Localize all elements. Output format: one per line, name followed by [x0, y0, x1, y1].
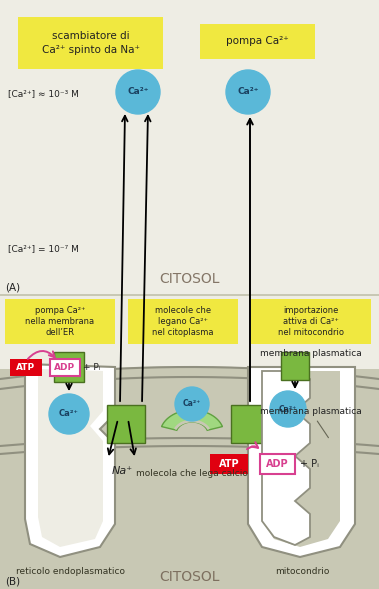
- Polygon shape: [25, 364, 115, 557]
- Polygon shape: [38, 369, 103, 547]
- Text: ADP: ADP: [55, 363, 75, 372]
- Circle shape: [116, 70, 160, 114]
- Text: importazione
attiva di Ca²⁺
nel mitocondrio: importazione attiva di Ca²⁺ nel mitocond…: [278, 306, 344, 337]
- Polygon shape: [161, 410, 222, 431]
- Text: ADP: ADP: [266, 459, 289, 469]
- Polygon shape: [248, 367, 355, 557]
- Polygon shape: [262, 371, 310, 545]
- Polygon shape: [262, 371, 340, 547]
- Text: molecola che lega calcio: molecola che lega calcio: [136, 469, 248, 478]
- FancyBboxPatch shape: [107, 405, 145, 443]
- Bar: [5, 299, 115, 344]
- FancyBboxPatch shape: [281, 352, 309, 380]
- Text: membrana plasmatica: membrana plasmatica: [260, 407, 362, 438]
- Bar: [50, 359, 80, 376]
- Text: reticolo endoplasmatico: reticolo endoplasmatico: [16, 567, 124, 575]
- Bar: [0, 294, 379, 438]
- FancyBboxPatch shape: [231, 405, 269, 443]
- Bar: [0, 0, 379, 438]
- Text: Na⁺: Na⁺: [111, 466, 133, 476]
- Text: [Ca²⁺] ≈ 10⁻³ M: [Ca²⁺] ≈ 10⁻³ M: [8, 90, 79, 98]
- Bar: [0, 296, 379, 589]
- Bar: [18, 17, 163, 69]
- Text: molecole che
legano Ca²⁺
nel citoplasma: molecole che legano Ca²⁺ nel citoplasma: [152, 306, 214, 337]
- Circle shape: [49, 394, 89, 434]
- Text: (A): (A): [5, 283, 20, 293]
- Text: Ca²⁺: Ca²⁺: [237, 88, 259, 97]
- Text: Ca²⁺: Ca²⁺: [59, 409, 79, 419]
- Text: ATP: ATP: [16, 363, 36, 372]
- Bar: [0, 364, 379, 589]
- Bar: [260, 454, 295, 474]
- FancyBboxPatch shape: [54, 352, 84, 382]
- Text: scambiatore di
Ca²⁺ spinto da Na⁺: scambiatore di Ca²⁺ spinto da Na⁺: [41, 31, 139, 55]
- Circle shape: [270, 391, 306, 427]
- Text: ATP: ATP: [219, 459, 239, 469]
- Bar: [128, 299, 238, 344]
- Text: pompa Ca²⁺
nella membrana
dell’ER: pompa Ca²⁺ nella membrana dell’ER: [25, 306, 95, 337]
- Bar: [200, 24, 315, 59]
- Bar: [251, 299, 371, 344]
- Text: CITOSOL: CITOSOL: [159, 272, 220, 286]
- Text: membrana plasmatica: membrana plasmatica: [260, 349, 362, 359]
- Text: Ca²⁺: Ca²⁺: [127, 88, 149, 97]
- Bar: [210, 454, 248, 474]
- Bar: [0, 344, 379, 369]
- Text: (B): (B): [5, 576, 20, 586]
- Text: CITOSOL: CITOSOL: [159, 570, 220, 584]
- Text: pompa Ca²⁺: pompa Ca²⁺: [226, 37, 289, 47]
- Text: [Ca²⁺] = 10⁻⁷ M: [Ca²⁺] = 10⁻⁷ M: [8, 244, 79, 253]
- Text: + Pᵢ: + Pᵢ: [83, 363, 100, 372]
- Text: Ca²⁺: Ca²⁺: [279, 405, 297, 413]
- Circle shape: [175, 387, 209, 421]
- Text: + Pᵢ: + Pᵢ: [300, 459, 319, 469]
- Bar: [10, 359, 42, 376]
- Text: mitocondrio: mitocondrio: [275, 567, 329, 575]
- Circle shape: [226, 70, 270, 114]
- Text: Ca²⁺: Ca²⁺: [183, 399, 201, 409]
